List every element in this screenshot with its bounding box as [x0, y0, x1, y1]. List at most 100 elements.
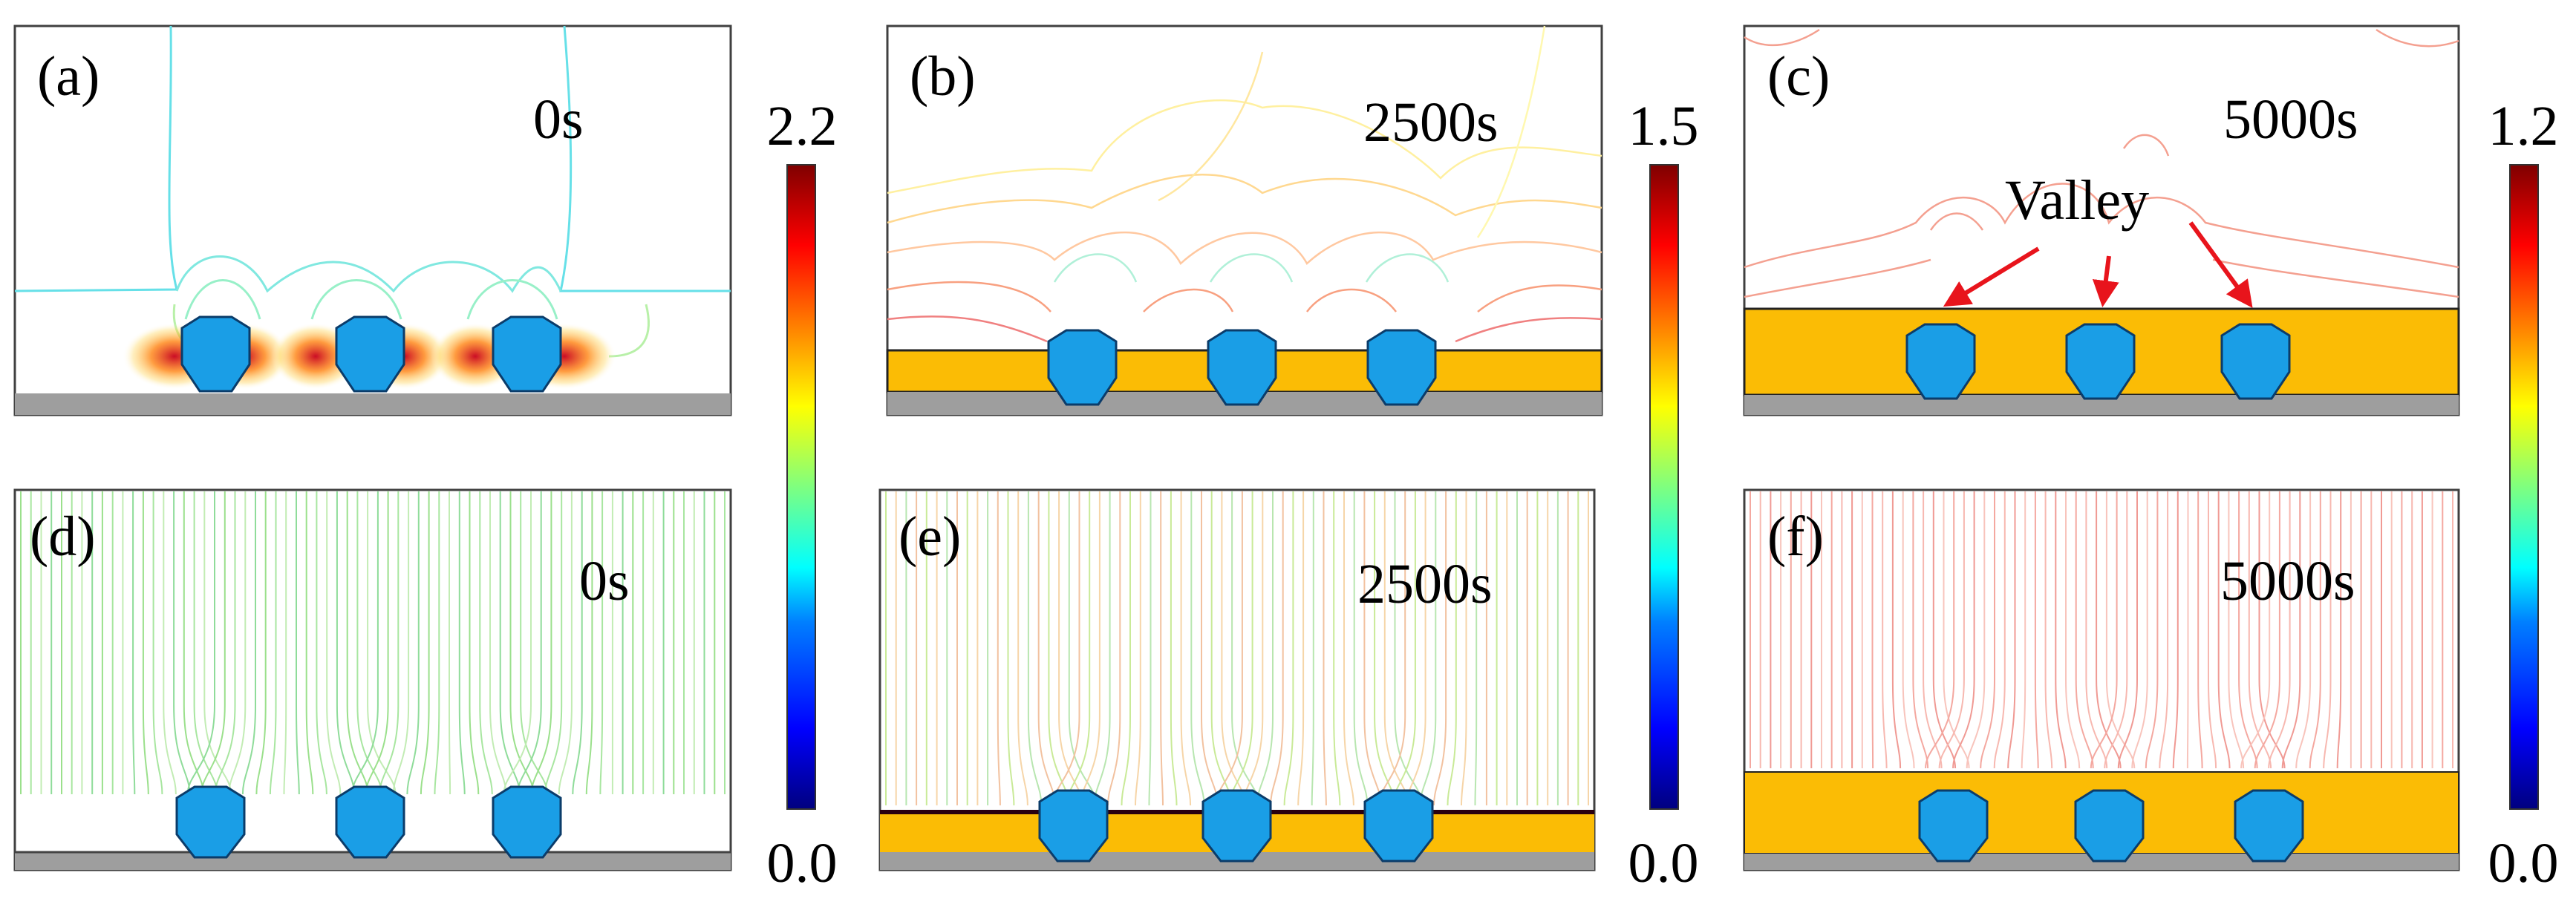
field-line [2159, 491, 2169, 769]
particles [175, 785, 562, 859]
field-line [2131, 491, 2148, 769]
time-label: 0s [533, 88, 584, 151]
field-line [2007, 491, 2016, 769]
panel-label: (d) [30, 505, 96, 568]
field-line [599, 491, 604, 795]
field-line [1474, 491, 1478, 806]
field-line [1447, 491, 1457, 806]
field-line [1461, 491, 1467, 806]
field-line [2090, 491, 2118, 769]
field-line [1952, 491, 1975, 769]
colorbar-max: 1.5 [1628, 95, 1699, 157]
colorbar-min: 0.0 [767, 832, 838, 894]
particles [180, 315, 562, 393]
colorbar-3: 1.2 0.0 [2488, 95, 2559, 894]
field-line [1938, 491, 1965, 769]
field-line [1283, 491, 1294, 806]
field-line [1966, 491, 1986, 769]
valley-annotation: Valley [2005, 169, 2149, 232]
field-line [1160, 491, 1164, 806]
field-line [255, 491, 267, 795]
panel-a: (a) 0s [13, 24, 732, 416]
field-line [1027, 491, 1043, 806]
field-line [449, 491, 451, 795]
field-line [2309, 491, 2321, 769]
colorbar-max: 2.2 [767, 95, 838, 157]
field-line [1902, 491, 1915, 769]
panel-label: (c) [1767, 45, 1830, 108]
field-line [2295, 491, 2312, 769]
field-line [2117, 491, 2138, 769]
field-line [2044, 491, 2053, 769]
field-line [479, 491, 493, 795]
field-line [228, 491, 247, 795]
field-line [2240, 491, 2271, 769]
field-line [2208, 491, 2217, 769]
field-line [544, 491, 563, 795]
particles [1047, 329, 1437, 406]
field-line [2336, 491, 2342, 769]
field-line [1170, 491, 1178, 806]
panel-d: (d) 0s [13, 488, 732, 871]
time-label: 2500s [1357, 553, 1493, 615]
colorbar-max: 1.2 [2488, 95, 2559, 157]
field-line [1297, 491, 1305, 806]
field-line [2055, 491, 2067, 769]
field-line [2021, 491, 2026, 769]
field-line [1017, 491, 1028, 806]
field-line [1871, 491, 1874, 769]
field-lines [1749, 491, 2454, 769]
panel-label: (a) [37, 45, 100, 108]
field-line [2034, 491, 2039, 769]
field-line [2197, 491, 2203, 769]
field-line [2065, 491, 2081, 769]
field-line [326, 491, 342, 795]
field-line [1343, 491, 1354, 806]
field-line [1433, 491, 1447, 806]
colorbar-gradient [786, 164, 816, 810]
colorbar-gradient [1649, 164, 1679, 810]
field-line [1925, 491, 1955, 769]
field-line [458, 491, 466, 795]
field-line [1135, 491, 1141, 806]
field-line [132, 491, 136, 795]
contour-lines [887, 25, 1602, 343]
panel-f: (f) 5000s [1743, 488, 2460, 871]
field-line [2145, 491, 2159, 769]
field-line [2104, 491, 2128, 769]
field-line [186, 491, 215, 795]
panel-b: (b) 2500s [886, 24, 1603, 416]
field-line [1333, 491, 1341, 806]
field-line [572, 491, 583, 795]
time-label: 0s [579, 550, 630, 612]
field-line [1323, 491, 1327, 806]
particles [1918, 789, 2304, 863]
colorbar-min: 0.0 [2488, 832, 2559, 894]
field-line [392, 491, 410, 795]
field-line [1148, 491, 1152, 806]
colorbar-1: 2.2 0.0 [767, 95, 838, 894]
field-line [997, 491, 1001, 806]
colorbar-min: 0.0 [1628, 832, 1699, 894]
panel-e: (e) 2500s [878, 488, 1596, 871]
field-line [2217, 491, 2231, 769]
field-line [283, 491, 287, 795]
field-line [434, 491, 440, 795]
field-line [2268, 491, 2291, 769]
field-line [585, 491, 593, 795]
colorbar-2: 1.5 0.0 [1628, 95, 1699, 894]
valley-arrows [1943, 221, 2253, 308]
field-line [1353, 491, 1369, 806]
field-line [1180, 491, 1192, 806]
field-line [1891, 491, 1902, 769]
time-label: 2500s [1363, 91, 1499, 154]
field-line [316, 491, 327, 795]
field-line [152, 491, 163, 795]
field-line [2281, 491, 2301, 769]
field-line [420, 491, 430, 795]
field-line [558, 491, 573, 795]
field-line [469, 491, 480, 795]
panel-label: (b) [910, 45, 976, 108]
time-label: 5000s [2223, 88, 2358, 151]
